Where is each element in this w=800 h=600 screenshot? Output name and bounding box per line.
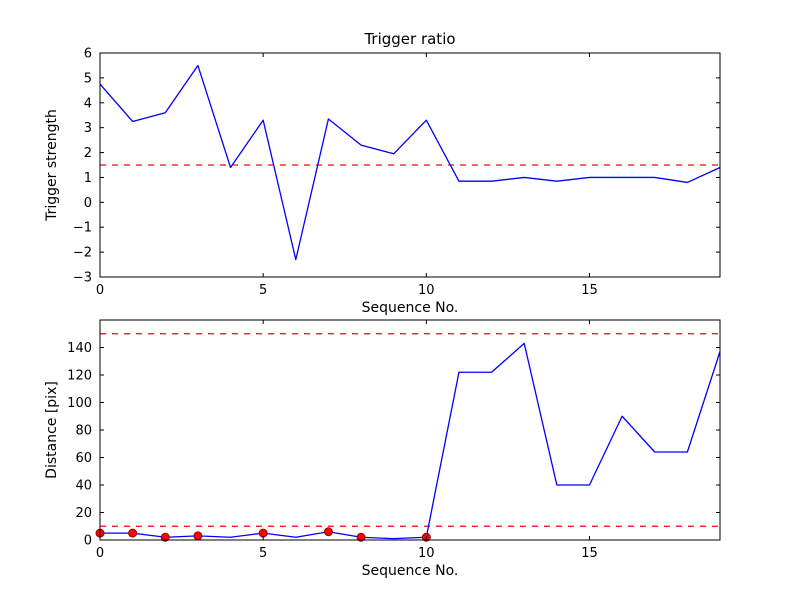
y-tick-label: −2 xyxy=(73,246,92,261)
distance-line xyxy=(100,342,721,540)
x-tick-label: 5 xyxy=(259,283,267,298)
x-axis-label: Sequence No. xyxy=(362,300,459,316)
y-tick-label: 120 xyxy=(67,369,92,384)
y-tick-label: 3 xyxy=(84,121,92,136)
x-tick-label: 0 xyxy=(96,546,104,561)
y-tick-label: 1 xyxy=(84,171,92,186)
trigger-strength-line xyxy=(99,64,721,261)
distance-marker-dot xyxy=(323,527,333,537)
chart-title: Trigger ratio xyxy=(363,30,455,48)
y-tick-label: 60 xyxy=(75,451,92,466)
y-tick-label: −3 xyxy=(73,271,92,286)
axes-frame xyxy=(99,52,721,278)
distance-marker-dot xyxy=(258,528,268,538)
y-tick-label: 20 xyxy=(75,506,92,521)
x-tick-label: 15 xyxy=(581,283,598,298)
y-tick-label: 40 xyxy=(75,479,92,494)
y-tick-label: 100 xyxy=(67,396,92,411)
axes-frame xyxy=(99,319,721,541)
x-tick-label: 0 xyxy=(96,283,104,298)
y-tick-label: 6 xyxy=(84,47,92,62)
y-tick-label: 80 xyxy=(75,424,92,439)
distance-marker-dot xyxy=(356,532,366,542)
x-tick-label: 5 xyxy=(259,546,267,561)
x-tick-label: 10 xyxy=(418,283,435,298)
y-tick-label: −1 xyxy=(73,221,92,236)
y-axis-label: Trigger strength xyxy=(44,109,60,222)
y-tick-label: 4 xyxy=(84,96,92,111)
x-axis-label: Sequence No. xyxy=(362,563,459,579)
distance-marker-dot xyxy=(193,531,203,541)
y-tick-label: 5 xyxy=(84,71,92,86)
y-tick-label: 0 xyxy=(84,196,92,211)
top-chart: 0 5 10 15 −3 −2 −1 0 1 2 3 4 5 6 Trigger ratio Sequence… xyxy=(44,30,721,316)
distance-marker-dot xyxy=(128,528,138,538)
distance-marker-dot xyxy=(160,532,170,542)
x-tick-label: 15 xyxy=(581,546,598,561)
y-tick-label: 0 xyxy=(84,534,92,549)
y-tick-label: 2 xyxy=(84,146,92,161)
bottom-chart: 0 5 10 15 0 20 40 60 80 100 120 140 Sequence No. Dist… xyxy=(44,319,721,579)
x-tick-label: 10 xyxy=(418,546,435,561)
y-tick-label: 140 xyxy=(67,341,92,356)
y-axis-label: Distance [pix] xyxy=(44,381,60,479)
